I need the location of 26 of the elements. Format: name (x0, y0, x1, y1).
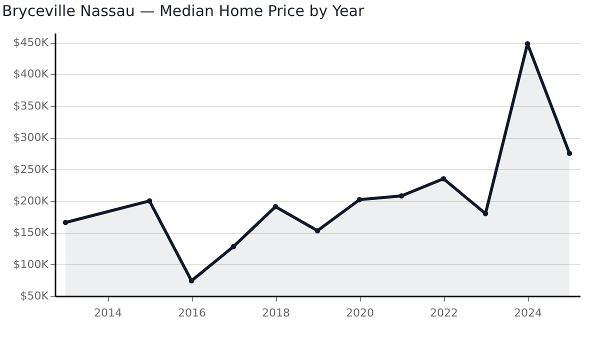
x-tick-label: 2022 (430, 306, 458, 320)
point (314, 228, 320, 234)
y-tick-label: $250K (13, 162, 50, 176)
point (398, 193, 404, 199)
point (356, 197, 362, 202)
chart-title: Bryceville Nassau — Median Home Price by Year (2, 2, 365, 20)
point (230, 244, 236, 250)
y-tick-label: $100K (13, 258, 50, 271)
y-tick-label: $150K (13, 226, 50, 240)
point (566, 150, 572, 156)
point (188, 278, 194, 284)
x-tick-label: 2024 (514, 306, 542, 320)
x-tick-label: 2016 (178, 306, 206, 320)
point (272, 204, 278, 210)
point (62, 220, 68, 226)
point (146, 198, 152, 204)
point (440, 176, 446, 182)
x-tick-label: 2018 (262, 306, 290, 320)
x-tick-label: 2020 (346, 306, 374, 320)
y-tick-label: $450K (13, 36, 50, 50)
y-tick-label: $350K (13, 99, 50, 112)
y-tick-label: $300K (13, 131, 50, 144)
x-tick-label: 2014 (94, 306, 122, 320)
y-tick-label: $400K (13, 68, 50, 81)
y-tick-label: $50K (20, 290, 50, 302)
y-tick-label: $200K (13, 194, 50, 208)
